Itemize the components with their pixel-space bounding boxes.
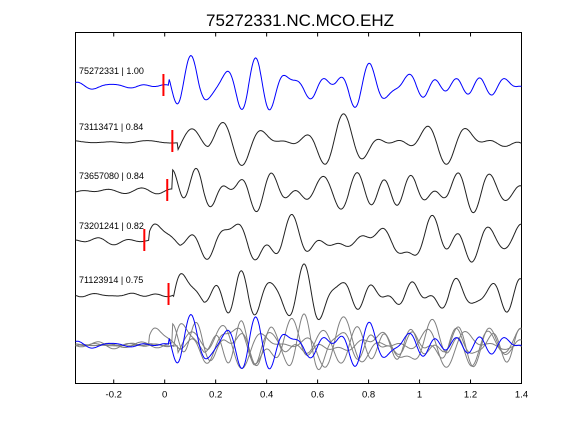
trace-label: 73113471 | 0.84 — [79, 122, 143, 132]
trace-1 — [75, 55, 522, 111]
trace-labels: 75272331 | 1.00 73113471 | 0.84 73657080 |… — [79, 66, 144, 285]
x-tick-label: 0.8 — [362, 390, 375, 401]
seismic-traces — [75, 55, 522, 321]
overlay-trace — [75, 318, 522, 367]
x-axis: -0.2 0 0.2 0.4 0.6 0.8 1 1.2 1.4 — [106, 32, 528, 401]
trace-4 — [75, 214, 522, 263]
trace-label: 73201241 | 0.82 — [79, 221, 144, 231]
x-tick-label: 1.4 — [515, 390, 528, 401]
overlay-main-trace — [75, 314, 522, 370]
overlay-stack — [75, 313, 522, 371]
x-tick-label: -0.2 — [106, 390, 122, 401]
trace-2 — [75, 113, 522, 166]
x-tick-label: 0.6 — [311, 390, 324, 401]
x-tick-label: 1.2 — [464, 390, 477, 401]
x-tick-label: 1 — [417, 390, 422, 401]
trace-label: 75272331 | 1.00 — [79, 66, 144, 76]
plot-area — [75, 32, 522, 384]
trace-label: 73657080 | 0.84 — [79, 171, 144, 181]
chart-title: 75272331.NC.MCO.EHZ — [206, 11, 394, 30]
trace-5 — [75, 263, 522, 321]
x-tick-label: 0.2 — [209, 390, 222, 401]
x-tick-label: 0.4 — [260, 390, 273, 401]
overlay-trace — [75, 316, 522, 369]
trace-3 — [75, 167, 522, 214]
pick-markers — [143, 74, 174, 305]
x-tick-label: 0 — [162, 390, 167, 401]
trace-label: 71123914 | 0.75 — [79, 275, 143, 285]
